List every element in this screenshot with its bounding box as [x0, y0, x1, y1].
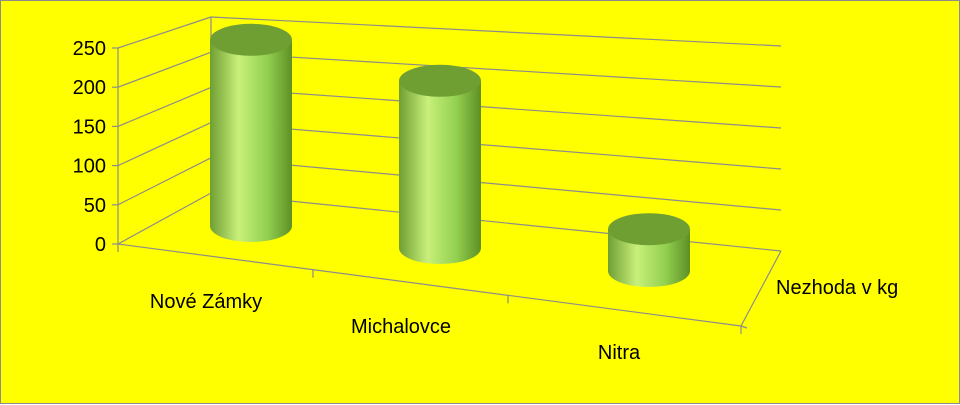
bar-1 — [210, 23, 292, 242]
cylinder-body — [210, 39, 292, 242]
floor-front-edge — [117, 243, 742, 327]
bar-3 — [608, 213, 690, 287]
side-gridline — [117, 122, 212, 167]
side-gridline — [117, 51, 212, 88]
side-gridline — [117, 86, 212, 127]
bars-layer — [210, 23, 690, 287]
back-gridline — [210, 157, 782, 211]
y-tick-label: 100 — [73, 156, 106, 178]
floor-right-edge — [740, 250, 782, 327]
cylinder-top — [210, 23, 292, 56]
back-gridline — [210, 86, 782, 129]
category-label: Nové Zámky — [150, 291, 262, 313]
y-tick-label: 50 — [84, 195, 106, 217]
floor-corner-tick — [740, 325, 748, 329]
cylinder-body — [608, 229, 690, 287]
side-gridline — [117, 192, 212, 245]
y-tick-label: 150 — [73, 116, 106, 138]
back-gridline — [210, 51, 782, 88]
y-tick-label: 200 — [73, 77, 106, 99]
side-gridline — [117, 157, 212, 206]
back-gridline — [210, 16, 782, 47]
category-label: Nitra — [598, 342, 641, 364]
y-axis-ticks: 0 50 100 150 200 250 — [73, 38, 118, 256]
cylinder-top — [399, 64, 481, 97]
y-tick-label: 0 — [95, 234, 106, 256]
cylinder-body — [399, 80, 481, 264]
back-gridline — [210, 122, 782, 170]
side-gridline — [117, 16, 212, 49]
y-tick-label: 250 — [73, 38, 106, 60]
category-label: Michalovce — [351, 316, 451, 338]
series-axis-label: Nezhoda v kg — [776, 277, 898, 299]
bar-2 — [399, 64, 481, 264]
cylinder-top — [608, 213, 690, 246]
category-labels: Nové Zámky Michalovce Nitra — [150, 291, 641, 364]
